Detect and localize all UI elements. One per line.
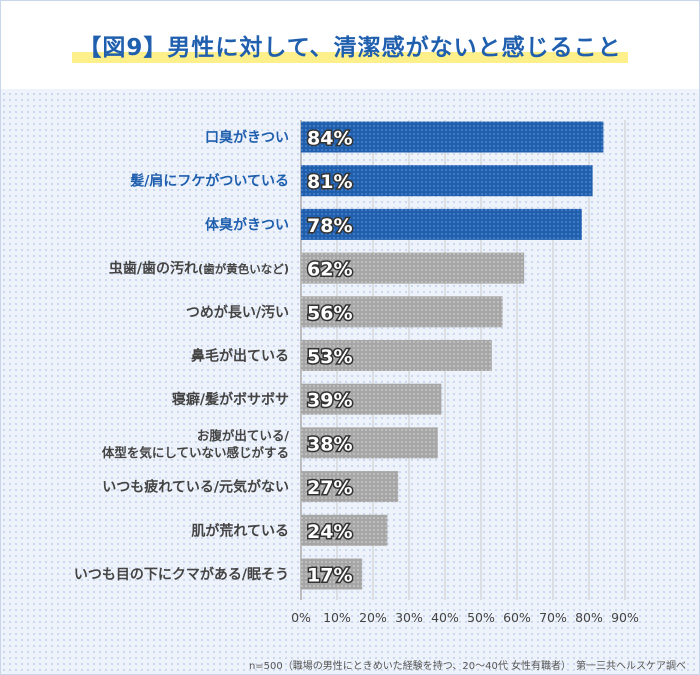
x-tick-label: 10% xyxy=(323,610,351,625)
x-tick-labels: 0% 10% 20% 30% 40% 50% 60% 70% 80% 90% xyxy=(291,610,639,625)
value-label: 39% xyxy=(307,390,352,412)
title-area: 【図9】男性に対して、清潔感がないと感じること xyxy=(0,28,700,63)
value-label: 56% xyxy=(307,302,352,324)
x-tick-label: 90% xyxy=(611,610,639,625)
category-label: 髪/肩にフケがついている xyxy=(129,173,289,190)
bar xyxy=(301,165,593,197)
value-label: 17% xyxy=(307,565,352,587)
bar xyxy=(301,252,525,284)
bar xyxy=(301,471,399,503)
category-label: お腹が出ている/体型を気にしていない感じがする xyxy=(102,428,290,460)
category-label: 寝癖/髪がボサボサ xyxy=(172,391,289,408)
value-label: 84% xyxy=(307,128,352,150)
bar xyxy=(301,427,438,459)
header-band xyxy=(1,1,699,89)
x-tick-label: 20% xyxy=(359,610,387,625)
category-label: 肌が荒れている xyxy=(191,522,289,539)
bar xyxy=(301,208,582,240)
category-label: いつも疲れている/元気がない xyxy=(102,479,289,496)
category-label: いつも目の下にクマがある/眠そう xyxy=(74,566,289,583)
bar xyxy=(301,296,503,328)
bars xyxy=(301,121,604,590)
category-label: 口臭がきつい xyxy=(205,129,289,146)
x-tick-label: 0% xyxy=(291,610,311,625)
value-label: 62% xyxy=(307,259,352,281)
value-labels: 84% 81% 78% 62% 56% 53% 39% 38% 27% 24% 17% xyxy=(306,126,354,588)
x-tick-label: 80% xyxy=(575,610,603,625)
x-tick-label: 60% xyxy=(503,610,531,625)
category-label: 虫歯/歯の汚れ(歯が黄色いなど) xyxy=(109,260,289,277)
value-label: 53% xyxy=(307,346,352,368)
bar xyxy=(301,340,492,371)
chart-title-text: 【図9】男性に対して、清潔感がないと感じること xyxy=(78,35,622,61)
category-label: つめが長い/汚い xyxy=(186,304,289,321)
value-label: 81% xyxy=(307,171,352,193)
value-label: 27% xyxy=(307,477,352,499)
category-labels: 口臭がきつい髪/肩にフケがついている体臭がきつい虫歯/歯の汚れ(歯が黄色いなど)… xyxy=(74,129,290,583)
x-tick-label: 70% xyxy=(539,610,567,625)
x-tick-label: 40% xyxy=(431,610,459,625)
category-label: 体臭がきつい xyxy=(205,216,289,233)
chart-title: 【図9】男性に対して、清潔感がないと感じること xyxy=(72,28,628,63)
category-label: 鼻毛が出ている xyxy=(191,348,289,365)
footnote: n=500（職場の男性にときめいた経験を持つ、20～40代 女性有職者） 第一三… xyxy=(248,661,686,672)
x-tick-label: 30% xyxy=(395,610,423,625)
bar xyxy=(301,514,388,546)
value-label: 38% xyxy=(307,433,352,455)
value-label: 78% xyxy=(307,215,352,237)
bar xyxy=(301,121,604,153)
bar xyxy=(301,383,442,415)
value-label: 24% xyxy=(307,521,352,543)
bar xyxy=(301,558,363,590)
x-tick-label: 50% xyxy=(467,610,495,625)
